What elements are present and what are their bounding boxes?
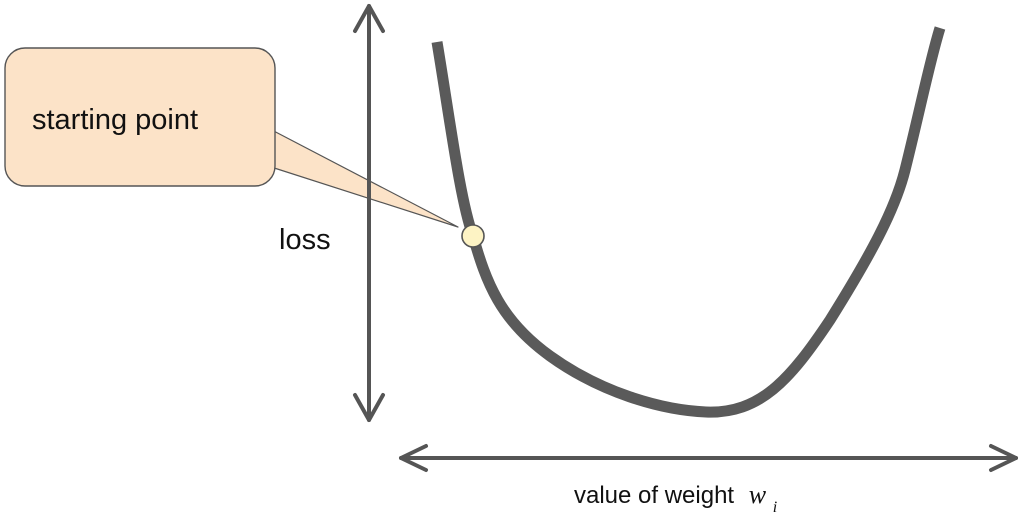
starting-point-marker	[461, 224, 485, 248]
loss-curve	[431, 26, 946, 418]
y-axis-label: loss	[279, 224, 331, 256]
callout-text: starting point	[32, 104, 198, 136]
callout-pointer	[267, 127, 459, 228]
x-axis-label: value of weight w i	[574, 480, 777, 516]
y-axis	[353, 4, 385, 422]
x-axis-label-subscript: i	[773, 499, 777, 516]
x-axis-label-variable: w	[749, 480, 767, 509]
x-axis-label-prefix: value of weight	[574, 482, 734, 509]
x-axis	[399, 444, 1018, 472]
callout-bubble	[4, 47, 276, 187]
